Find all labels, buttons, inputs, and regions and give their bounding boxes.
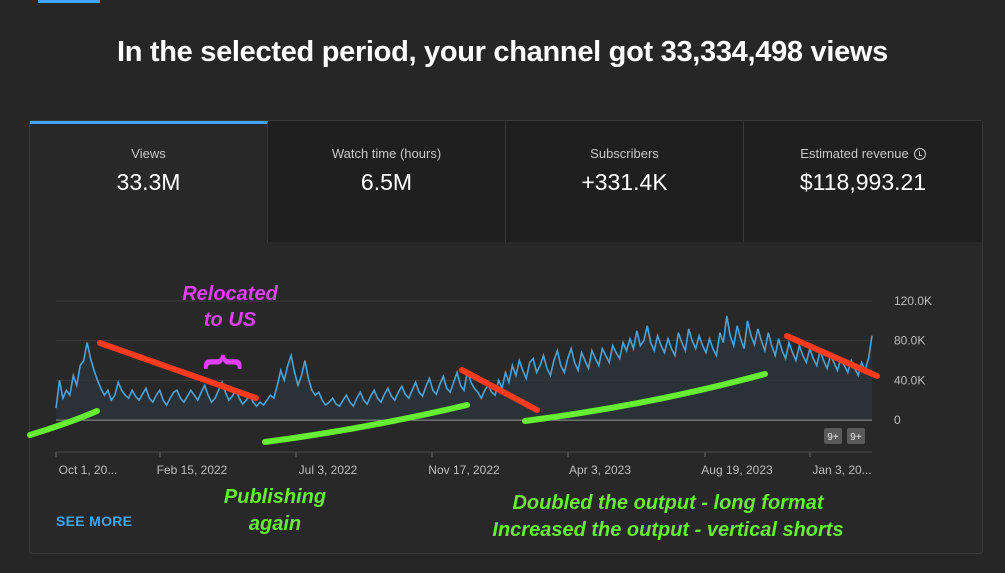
y-tick-label: 80.0K <box>894 334 925 348</box>
notes-badge-label: 9+ <box>827 432 839 443</box>
chart-badges: 9+ 9+ <box>824 428 865 444</box>
trend-down-line <box>459 367 540 413</box>
metric-label: Subscribers <box>590 146 659 161</box>
metric-label: Views <box>131 146 166 161</box>
annotation-increased: Increased the output - vertical shorts <box>492 519 843 541</box>
trend-up-line <box>522 371 768 424</box>
annotation-publishing: Publishing <box>224 486 326 508</box>
x-tick-label: Apr 3, 2023 <box>569 463 631 477</box>
page-title: In the selected period, your channel got… <box>116 36 889 68</box>
metric-card-views[interactable]: Views 33.3M <box>30 121 268 242</box>
notes-badge-label: 9+ <box>850 432 862 443</box>
x-axis-ticks: Oct 1, 20... Feb 15, 2022 Jul 3, 2022 Nov 1… <box>55 451 872 477</box>
metric-card-watch-time[interactable]: Watch time (hours) 6.5M <box>268 121 506 242</box>
series-line <box>55 315 873 409</box>
annotation-publishing: again <box>249 513 301 535</box>
x-tick-label: Feb 15, 2022 <box>157 463 228 477</box>
x-tick-label: Jan 3, 20... <box>812 463 871 477</box>
metric-label-text: Estimated revenue <box>800 146 909 161</box>
annotation-relocated: to US <box>204 309 257 331</box>
metric-value: 33.3M <box>116 169 181 195</box>
annotation-relocated: Relocated <box>182 283 278 305</box>
y-tick-label: 120.0K <box>894 294 932 308</box>
annotation-trendlines <box>27 333 880 445</box>
metric-card-subscribers[interactable]: Subscribers +331.4K <box>506 121 744 242</box>
see-more-link[interactable]: SEE MORE <box>56 513 133 529</box>
x-tick-label: Jul 3, 2022 <box>299 463 358 477</box>
metric-cards: Views 33.3M Watch time (hours) 6.5M Subs… <box>30 121 982 242</box>
notes-badge <box>847 428 865 444</box>
trend-down-line <box>784 333 880 379</box>
metric-label: Watch time (hours) <box>331 146 442 161</box>
y-tick-label: 0 <box>894 413 901 427</box>
trend-up-line <box>262 402 470 445</box>
trend-up-line <box>27 408 100 438</box>
metric-value: 6.5M <box>360 169 413 195</box>
metric-label: Estimated revenue <box>744 146 982 161</box>
x-tick-label: Oct 1, 20... <box>59 463 118 477</box>
trend-down-line <box>97 340 259 401</box>
annotation-brace: } <box>198 354 242 370</box>
analytics-panel: Views 33.3M Watch time (hours) 6.5M Subs… <box>29 120 983 554</box>
clock-icon[interactable] <box>913 148 926 160</box>
top-tab-indicator <box>38 0 100 3</box>
annotation-texts: Relocated to US} Publishing again Doubled th… <box>182 283 843 541</box>
notes-badge <box>824 428 842 444</box>
y-tick-label: 40.0K <box>894 373 925 387</box>
y-axis-ticks: 120.0K 80.0K 40.0K 0 <box>894 294 932 427</box>
x-tick-label: Nov 17, 2022 <box>428 463 500 477</box>
metric-value: +331.4K <box>581 169 668 195</box>
x-tick-label: Aug 19, 2023 <box>701 463 773 477</box>
annotation-doubled: Doubled the output - long format <box>512 492 824 514</box>
metric-card-revenue[interactable]: Estimated revenue $118,993.21 <box>744 121 982 242</box>
metric-value: $118,993.21 <box>799 169 927 195</box>
